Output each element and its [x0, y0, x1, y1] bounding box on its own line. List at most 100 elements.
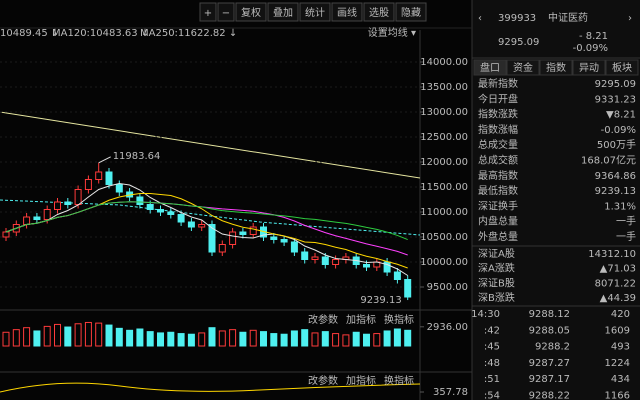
trade-price: 9288.12	[529, 309, 570, 320]
candle-body	[187, 221, 195, 228]
candle-body	[33, 216, 41, 220]
y-tick-label: 10500.00	[420, 232, 468, 243]
row-value: 9239.13	[595, 186, 636, 197]
row-value: 500万手	[597, 138, 636, 151]
tab[interactable]	[473, 59, 507, 76]
quote-pct: -0.09%	[573, 43, 608, 54]
row-label: 外盘总量	[478, 230, 518, 243]
y-tick-label: 11000.00	[420, 207, 468, 218]
row-label: 深证A股	[478, 248, 515, 260]
volume-bar	[383, 330, 391, 347]
toolbar-label: 复权	[241, 6, 261, 19]
ma-settings[interactable]: 设置均线 ▾	[368, 26, 416, 39]
tab[interactable]	[572, 59, 606, 76]
high-label: 11983.64	[113, 151, 161, 162]
y-tick-label: 12000.00	[420, 157, 468, 168]
trade-price: 9288.05	[529, 325, 570, 336]
candle-body	[43, 209, 51, 220]
row-value: 一手	[616, 230, 636, 243]
candle-body	[290, 241, 298, 253]
candle-body	[332, 259, 340, 265]
row-label: 指数涨幅	[478, 123, 518, 136]
trade-time: :42	[484, 325, 500, 336]
toolbar-button[interactable]	[217, 2, 235, 22]
volume-bar	[115, 327, 123, 347]
volume-tick-label: 2936.00	[427, 322, 468, 333]
volume-bar	[157, 332, 164, 347]
candle-body	[311, 256, 319, 260]
volume-bar	[95, 322, 103, 347]
trade-time: :45	[484, 342, 500, 353]
toolbar-button[interactable]	[363, 2, 395, 22]
y-tick-label: 10000.00	[420, 257, 468, 268]
nav-arrow[interactable]: ›	[628, 13, 632, 24]
toolbar-button[interactable]	[331, 2, 363, 22]
toolbar-button[interactable]	[267, 2, 299, 22]
row-value: -0.09%	[601, 125, 636, 136]
toolbar-button[interactable]	[299, 2, 331, 22]
tab[interactable]	[605, 59, 639, 76]
quote-code: 399933	[498, 13, 536, 24]
candle-body	[301, 251, 309, 260]
volume-bar	[280, 333, 288, 347]
tab-label: 资金	[513, 61, 533, 74]
volume-bar	[363, 333, 370, 347]
volume-bar	[239, 331, 247, 347]
panel-button[interactable]: 加指标	[346, 374, 376, 387]
row-label: 深证换手	[478, 199, 518, 212]
row-value: ▼8.21	[606, 110, 636, 121]
trade-price: 9288.22	[529, 391, 570, 400]
volume-bar	[74, 323, 82, 347]
tab[interactable]	[506, 59, 540, 76]
panel-button[interactable]: 改参数	[308, 374, 338, 387]
y-tick-label: 11500.00	[420, 182, 468, 193]
tab[interactable]	[539, 59, 573, 76]
row-label: 总成交量	[478, 138, 518, 151]
row-value: 9364.86	[595, 171, 636, 182]
candle-body	[105, 171, 113, 185]
panel-button[interactable]: 换指标	[384, 374, 414, 387]
toolbar-button[interactable]	[199, 2, 217, 22]
volume-bar	[229, 329, 237, 347]
toolbar-label: 画线	[337, 6, 357, 19]
toolbar-label: 叠加	[273, 7, 293, 19]
ma-legend: 10489.45 ↓	[0, 28, 59, 39]
toolbar-button[interactable]	[235, 2, 267, 22]
quote-change: - 8.21	[579, 31, 608, 42]
ma-legend: MA120:10483.63 ↓	[52, 28, 149, 39]
trade-time: 14:30	[471, 309, 500, 320]
candle-body	[218, 244, 226, 253]
volume-bar	[352, 331, 360, 347]
trade-volume: 1166	[605, 391, 630, 400]
trade-time: :48	[484, 358, 500, 369]
trade-volume: 434	[611, 374, 630, 385]
trade-price: 9287.17	[529, 374, 570, 385]
panel-button[interactable]: 换指标	[384, 313, 414, 326]
toolbar-button[interactable]	[395, 2, 427, 22]
volume-bar	[332, 333, 340, 347]
candle-body	[270, 236, 278, 240]
volume-bar	[260, 331, 267, 347]
toolbar-label: +	[204, 8, 212, 19]
candle-body	[54, 201, 61, 210]
candle-body	[84, 179, 92, 190]
candle-body	[2, 231, 10, 238]
trade-time: :54	[484, 391, 500, 400]
row-value: 8071.22	[595, 278, 636, 289]
volume-bar	[105, 324, 113, 347]
trade-price: 9287.27	[529, 358, 570, 369]
row-label: 最高指数	[478, 169, 518, 182]
panel-button[interactable]: 加指标	[346, 313, 376, 326]
indicator-line	[0, 382, 421, 393]
volume-bar	[2, 331, 10, 347]
candle-body	[177, 214, 185, 223]
candle-body	[404, 279, 412, 298]
row-label: 深证B股	[478, 277, 515, 289]
volume-bar	[198, 332, 206, 347]
nav-arrow[interactable]: ‹	[478, 13, 482, 24]
panel-button[interactable]: 改参数	[308, 313, 338, 326]
y-tick-label: 13500.00	[420, 82, 468, 93]
candle-body	[95, 171, 103, 180]
row-label: 深A涨跌	[478, 262, 515, 275]
tab-label: 异动	[579, 62, 599, 74]
